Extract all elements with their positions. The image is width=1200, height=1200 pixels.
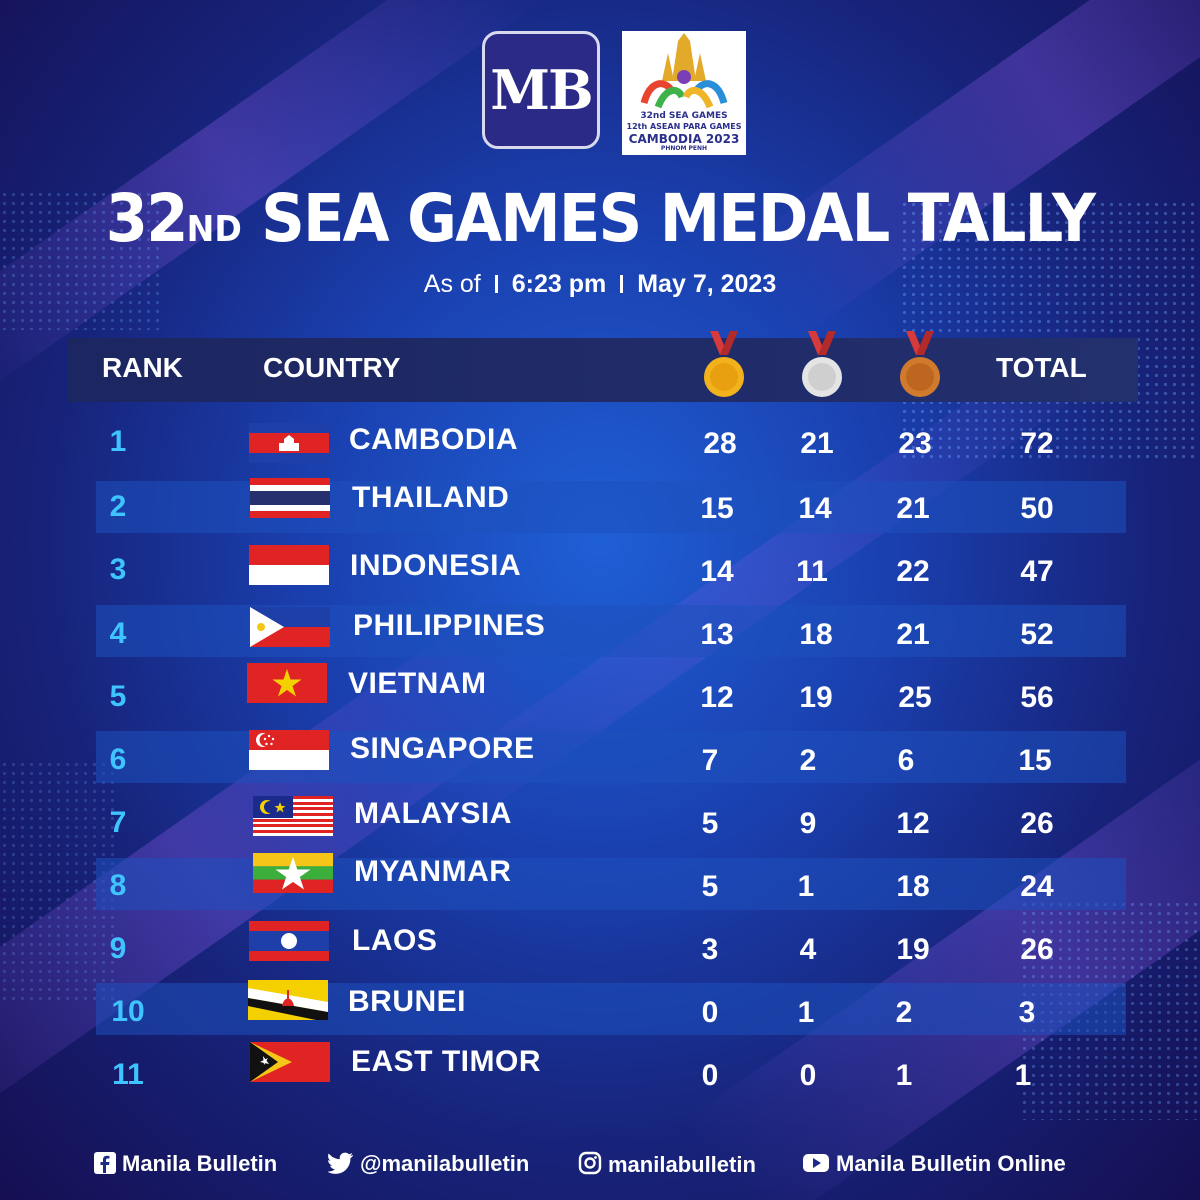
footer-instagram[interactable]: manilabulletin xyxy=(578,1151,756,1178)
bronze-count: 21 xyxy=(896,618,930,651)
instagram-icon xyxy=(578,1151,602,1175)
total-count: 1 xyxy=(1014,1059,1032,1092)
sea-games-logo: 32nd SEA GAMES 12th ASEAN PARA GAMES CAM… xyxy=(622,31,746,155)
gold-count: 3 xyxy=(701,933,719,966)
vietnam-flag-icon xyxy=(247,663,327,703)
silver-count: 2 xyxy=(799,744,817,777)
east-timor-flag-icon xyxy=(250,1042,330,1082)
country-name: EAST TIMOR xyxy=(351,1045,541,1078)
bronze-medal-icon xyxy=(900,331,940,397)
philippines-flag-icon xyxy=(250,607,330,647)
country-name: INDONESIA xyxy=(350,549,522,582)
silver-count: 18 xyxy=(799,618,833,651)
gold-count: 0 xyxy=(701,1059,719,1092)
total-count: 15 xyxy=(1018,744,1052,777)
rank-header: RANK xyxy=(102,352,183,383)
bronze-count: 23 xyxy=(898,427,932,460)
bronze-count: 19 xyxy=(896,933,930,966)
country-header: COUNTRY xyxy=(263,352,401,383)
country-name: PHILIPPINES xyxy=(353,609,546,642)
rank-cell: 9 xyxy=(109,932,127,965)
country-name: CAMBODIA xyxy=(349,423,518,456)
youtube-icon xyxy=(803,1154,829,1172)
total-count: 50 xyxy=(1020,492,1054,525)
row-band xyxy=(96,858,1126,910)
silver-count: 0 xyxy=(799,1059,817,1092)
total-count: 72 xyxy=(1020,427,1054,460)
indonesia-flag-icon xyxy=(249,545,329,585)
rank-cell: 1 xyxy=(109,425,127,458)
silver-count: 19 xyxy=(799,681,833,714)
malaysia-flag-icon xyxy=(253,796,333,836)
silver-count: 1 xyxy=(797,870,815,903)
gold-count: 12 xyxy=(700,681,734,714)
rank-cell: 8 xyxy=(109,869,127,902)
rank-cell: 4 xyxy=(109,617,127,650)
country-name: SINGAPORE xyxy=(350,732,535,765)
rank-cell: 6 xyxy=(109,743,127,776)
gold-count: 5 xyxy=(701,807,719,840)
page-title: 32ND SEA GAMES MEDAL TALLY xyxy=(105,180,1096,257)
cambodia-flag-icon xyxy=(249,423,329,463)
gold-count: 13 xyxy=(700,618,734,651)
footer-youtube[interactable]: Manila Bulletin Online xyxy=(802,1151,1066,1177)
bronze-count: 25 xyxy=(898,681,932,714)
bronze-count: 22 xyxy=(896,555,930,588)
singapore-flag-icon xyxy=(249,730,329,770)
bronze-count: 2 xyxy=(895,996,913,1029)
bronze-count: 12 xyxy=(896,807,930,840)
myanmar-flag-icon xyxy=(253,853,333,893)
rank-cell: 5 xyxy=(109,680,127,713)
thailand-flag-icon xyxy=(250,478,330,518)
silver-count: 21 xyxy=(800,427,834,460)
rank-cell: 7 xyxy=(109,806,127,839)
country-name: LAOS xyxy=(352,924,438,957)
silver-count: 4 xyxy=(799,933,817,966)
silver-count: 11 xyxy=(796,555,828,588)
bronze-count: 18 xyxy=(896,870,930,903)
gold-count: 28 xyxy=(703,427,737,460)
country-name: VIETNAM xyxy=(348,667,487,700)
total-count: 47 xyxy=(1020,555,1054,588)
total-count: 26 xyxy=(1020,933,1054,966)
total-count: 56 xyxy=(1020,681,1054,714)
country-name: BRUNEI xyxy=(348,985,467,1018)
footer-twitter[interactable]: @manilabulletin xyxy=(328,1151,529,1177)
gold-medal-icon xyxy=(704,331,744,397)
silver-medal-icon xyxy=(802,331,842,397)
gold-count: 0 xyxy=(701,996,719,1029)
total-count: 3 xyxy=(1018,996,1036,1029)
bronze-count: 6 xyxy=(897,744,915,777)
manila-bulletin-logo: MB xyxy=(482,31,600,149)
gold-count: 7 xyxy=(701,744,719,777)
facebook-icon xyxy=(94,1152,116,1174)
table-header xyxy=(68,338,1138,402)
silver-count: 9 xyxy=(799,807,817,840)
bronze-count: 21 xyxy=(896,492,930,525)
footer-facebook[interactable]: Manila Bulletin xyxy=(94,1151,277,1177)
country-name: MYANMAR xyxy=(354,855,512,888)
gold-count: 15 xyxy=(700,492,734,525)
gold-count: 5 xyxy=(701,870,719,903)
timestamp: As of 6:23 pm May 7, 2023 xyxy=(423,270,777,298)
country-name: THAILAND xyxy=(352,481,510,514)
rank-cell: 3 xyxy=(109,553,127,586)
brunei-flag-icon xyxy=(248,980,328,1020)
silver-count: 1 xyxy=(797,996,815,1029)
laos-flag-icon xyxy=(249,921,329,961)
sea-games-emblem-icon xyxy=(640,33,728,109)
gold-count: 14 xyxy=(700,555,734,588)
bronze-count: 1 xyxy=(895,1059,913,1092)
country-name: MALAYSIA xyxy=(354,797,512,830)
silver-count: 14 xyxy=(798,492,832,525)
rank-cell: 10 xyxy=(111,995,145,1028)
twitter-icon xyxy=(328,1152,353,1174)
rank-cell: 11 xyxy=(112,1058,144,1091)
total-count: 24 xyxy=(1020,870,1054,903)
rank-cell: 2 xyxy=(109,490,127,523)
total-count: 26 xyxy=(1020,807,1054,840)
total-header: TOTAL xyxy=(996,352,1087,383)
total-count: 52 xyxy=(1020,618,1054,651)
